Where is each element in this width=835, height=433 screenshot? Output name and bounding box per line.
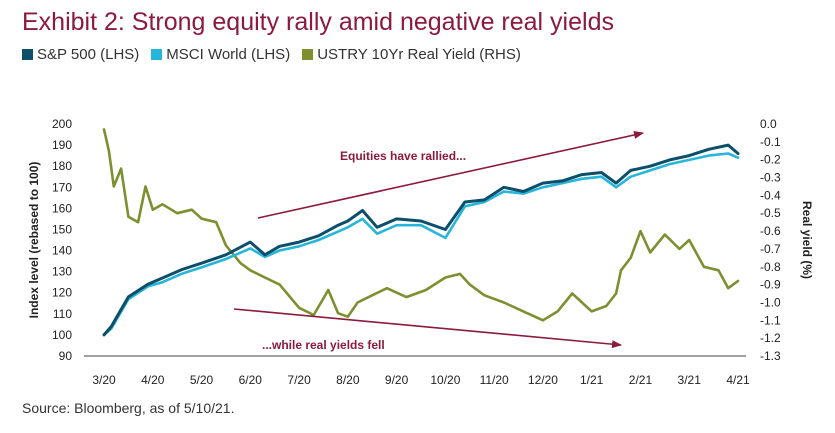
y-right-tick-label: -1.1	[760, 313, 781, 327]
y-right-tick-label: -0.5	[760, 206, 781, 220]
series-line-sp500	[102, 143, 740, 337]
x-tick-label: 9/20	[385, 373, 409, 387]
legend-label-sp500: S&P 500 (LHS)	[37, 46, 140, 63]
y-right-tick-label: -0.6	[760, 224, 781, 238]
annotation-real-yields-fell: ...while real yields fell	[262, 338, 385, 352]
x-tick-label: 10/20	[430, 373, 460, 387]
legend-swatch-msci-world	[151, 49, 163, 60]
y-right-tick-label: 0.0	[760, 117, 777, 131]
y-left-tick-label: 140	[52, 244, 72, 258]
y-left-tick-label: 160	[52, 201, 72, 215]
y-right-tick-label: -0.3	[760, 171, 781, 185]
y-right-tick-label: -0.2	[760, 153, 781, 167]
annotation-equities-rallied: Equities have rallied...	[340, 149, 466, 163]
legend-swatch-sp500	[22, 49, 33, 60]
annotation-arrow-equities	[257, 131, 644, 219]
y-right-tick-label: -1.0	[760, 295, 781, 309]
x-tick-label: 4/20	[141, 373, 165, 387]
x-tick-label: 1/21	[580, 373, 604, 387]
y-right-tick-label: -0.4	[760, 188, 781, 202]
legend-item-sp500: S&P 500 (LHS)	[22, 46, 139, 63]
legend: S&P 500 (LHS) MSCI World (LHS) USTRY 10Y…	[22, 46, 521, 63]
x-tick-label: 5/20	[190, 373, 214, 387]
y-right-tick-label: -0.8	[760, 260, 781, 274]
y-axis-left-label: Index level (rebased to 100)	[27, 162, 41, 319]
y-axis-right-label: Real yield (%)	[800, 201, 814, 279]
chart-title: Exhibit 2: Strong equity rally amid nega…	[22, 8, 614, 36]
x-tick-label: 4/21	[726, 373, 750, 387]
legend-label-msci-world: MSCI World (LHS)	[166, 46, 291, 63]
x-tick-label: 3/21	[678, 373, 702, 387]
x-tick-label: 2/21	[629, 373, 653, 387]
y-right-tick-label: -0.1	[760, 135, 781, 149]
legend-label-real-yield: USTRY 10Yr Real Yield (RHS)	[317, 46, 521, 63]
x-tick-label: 3/20	[92, 373, 116, 387]
x-tick-label: 8/20	[336, 373, 360, 387]
y-right-tick-label: -0.7	[760, 242, 781, 256]
y-right-tick-label: -1.3	[760, 349, 781, 363]
legend-item-real-yield: USTRY 10Yr Real Yield (RHS)	[302, 46, 521, 63]
legend-item-msci-world: MSCI World (LHS)	[151, 46, 290, 63]
series-line-real-yield	[102, 128, 740, 322]
y-left-tick-label: 90	[59, 349, 73, 363]
y-left-tick-label: 190	[52, 138, 72, 152]
y-right-tick-label: -0.9	[760, 278, 781, 292]
legend-swatch-real-yield	[302, 49, 314, 60]
y-left-tick-label: 120	[52, 286, 72, 300]
annotation-arrow-yields	[233, 308, 622, 349]
source-note: Source: Bloomberg, as of 5/10/21.	[22, 400, 235, 416]
x-tick-label: 11/20	[480, 373, 509, 387]
y-left-tick-label: 130	[52, 265, 72, 279]
x-tick-label: 12/20	[528, 373, 558, 387]
y-left-tick-label: 180	[52, 159, 72, 173]
y-left-tick-label: 170	[52, 180, 72, 194]
series-line-msci-world	[102, 152, 740, 337]
y-left-tick-label: 200	[52, 117, 72, 131]
x-tick-label: 7/20	[287, 373, 311, 387]
y-left-tick-label: 100	[52, 328, 72, 342]
y-left-tick-label: 150	[52, 222, 72, 236]
y-left-tick-label: 110	[53, 307, 72, 321]
y-right-tick-label: -1.2	[760, 331, 781, 345]
x-tick-label: 6/20	[239, 373, 263, 387]
